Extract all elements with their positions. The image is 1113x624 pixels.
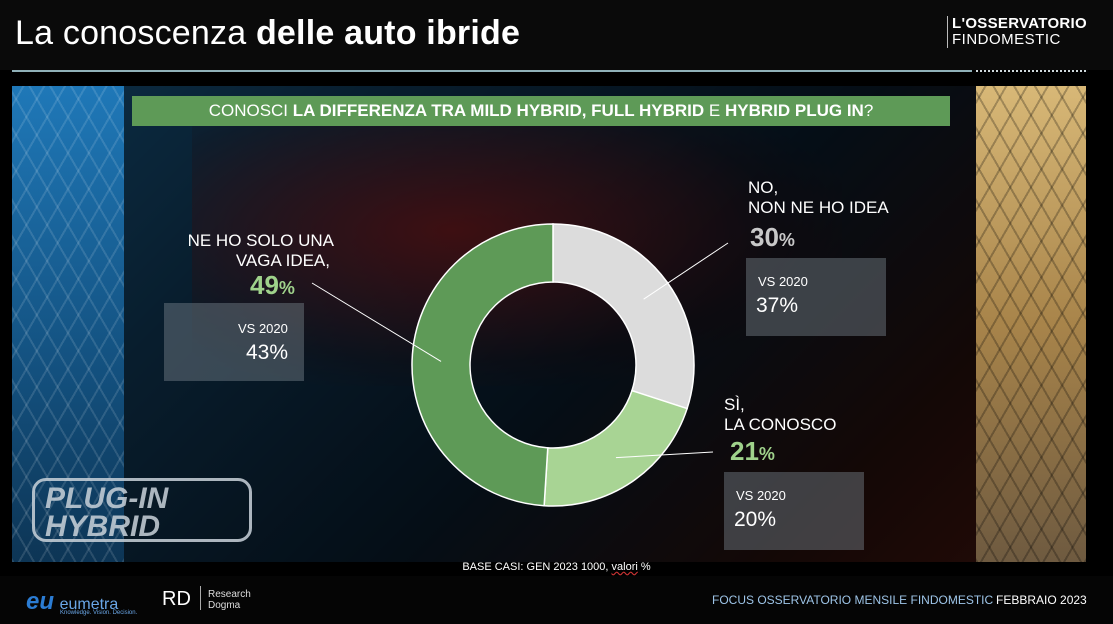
- label-no-line1: NO,: [748, 178, 779, 197]
- brand-line2: FINDOMESTIC: [951, 31, 1061, 48]
- label-no-line2: NON NE HO IDEA: [748, 198, 889, 217]
- note-underlined: valori: [611, 561, 638, 573]
- eumetra-mark: eu: [26, 588, 55, 615]
- brand-line1: L'OSSERVATORIO: [951, 15, 1087, 32]
- footer-date: FEBBRAIO 2023: [996, 593, 1087, 607]
- title-regular: La conoscenza: [15, 14, 256, 52]
- title-bold: delle auto ibride: [255, 14, 521, 52]
- pct-no-value: 30: [750, 222, 779, 252]
- label-si-line1: SÌ,: [724, 395, 745, 414]
- eumetra-logo: eu eumetra Knowledge. Vision. Decision.: [26, 588, 137, 616]
- plug-in-hybrid-badge: PLUG-IN HYBRID: [32, 478, 252, 542]
- brand-logo: L'OSSERVATORIO FINDOMESTIC: [946, 15, 1087, 48]
- label-vaga: NE HO SOLO UNA VAGA IDEA,: [164, 231, 334, 271]
- badge-line2: HYBRID: [45, 510, 161, 543]
- page-title: La conoscenza delle auto ibride: [15, 14, 520, 53]
- blue-pattern: [12, 86, 124, 562]
- pct-si-value: 21: [730, 436, 759, 466]
- pct-vaga-unit: %: [278, 278, 295, 298]
- label-vaga-line1: NE HO SOLO UNA: [187, 231, 334, 250]
- footer-focus: FOCUS OSSERVATORIO MENSILE FINDOMESTIC: [712, 593, 994, 607]
- vs-box-si: VS 2020 20%: [724, 472, 864, 550]
- label-vaga-line2: VAGA IDEA,: [235, 251, 330, 270]
- vs-box-no: VS 2020 37%: [746, 258, 886, 336]
- eumetra-tagline: Knowledge. Vision. Decision.: [60, 610, 138, 616]
- pct-si: 21%: [730, 436, 775, 467]
- label-no: NO, NON NE HO IDEA: [748, 178, 889, 218]
- note-tail: %: [637, 561, 651, 573]
- question-suffix: ?: [863, 101, 874, 120]
- vs-vaga-label: VS 2020: [238, 321, 288, 336]
- eumetra-name: eumetra: [59, 596, 119, 613]
- rd-separator: [200, 586, 201, 610]
- rd-text: Research Dogma: [208, 589, 251, 611]
- question-bold1: LA DIFFERENZA TRA MILD HYBRID, FULL HYBR…: [292, 101, 705, 120]
- question-mid: E: [704, 101, 725, 120]
- top-bar: [0, 0, 1113, 70]
- question-banner: CONOSCI LA DIFFERENZA TRA MILD HYBRID, F…: [132, 96, 950, 126]
- question-bold2: HYBRID PLUG IN: [724, 101, 864, 120]
- rd-line2: Dogma: [208, 600, 241, 611]
- vs-si-label: VS 2020: [736, 488, 786, 503]
- vs-vaga-value: 43%: [246, 341, 289, 364]
- rd-line1: Research: [208, 589, 251, 600]
- pct-vaga-value: 49: [250, 270, 279, 300]
- pct-vaga: 49%: [250, 270, 295, 301]
- gold-pattern: [976, 86, 1086, 562]
- rd-logo: RD: [162, 588, 191, 610]
- label-si-line2: LA CONOSCO: [724, 415, 837, 434]
- footer-bar: [0, 576, 1113, 624]
- base-note: BASE CASI: GEN 2023 1000, valori %: [0, 561, 1113, 573]
- header-dots: [976, 70, 1086, 74]
- question-prefix: CONOSCI: [208, 101, 293, 120]
- vs-box-vaga: VS 2020 43%: [164, 303, 304, 381]
- vs-si-value: 20%: [734, 508, 777, 531]
- vs-no-value: 37%: [756, 294, 799, 317]
- vs-no-label: VS 2020: [758, 274, 808, 289]
- label-si: SÌ, LA CONOSCO: [724, 395, 836, 435]
- pct-no: 30%: [750, 222, 795, 253]
- pct-si-unit: %: [758, 444, 775, 464]
- badge-line1: PLUG-IN: [45, 482, 169, 515]
- pct-no-unit: %: [778, 230, 795, 250]
- header-rule: [12, 70, 972, 72]
- note-text: BASE CASI: GEN 2023 1000,: [462, 561, 612, 573]
